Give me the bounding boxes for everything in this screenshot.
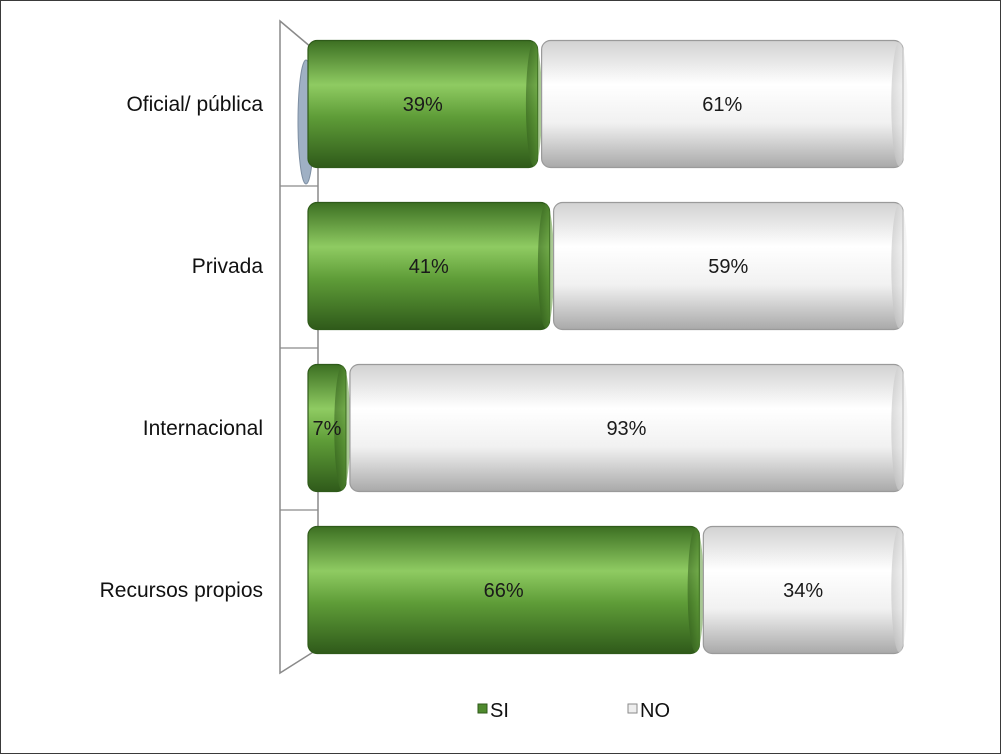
category-label-internacional: Internacional (143, 417, 263, 440)
legend-swatch-no (627, 703, 638, 714)
bar-cap-si-internacional (334, 365, 351, 491)
bar-cap-si-recursos-propios (687, 527, 704, 653)
legend-label-no: NO (640, 700, 670, 722)
bar-si-internacional (307, 363, 351, 493)
bar-cap-si-privada (537, 203, 555, 329)
bar-no-internacional (349, 363, 908, 493)
legend: SI NO (477, 700, 670, 722)
value-label-si-privada: 41% (409, 256, 449, 278)
category-label-privada: Privada (192, 255, 264, 278)
value-label-si-oficial-publica: 39% (403, 94, 443, 116)
bar-cap-no-privada (891, 203, 908, 329)
legend-item-si: SI (477, 700, 509, 722)
value-label-no-privada: 59% (708, 256, 748, 278)
legend-label-si: SI (490, 700, 509, 722)
category-label-recursos-propios: Recursos propios (100, 579, 263, 602)
bar-cap-no-recursos-propios (891, 527, 908, 653)
value-labels: 39% 61% 41% 59% 7% 93% 66% 34% (313, 94, 824, 602)
value-label-si-internacional: 7% (313, 418, 342, 440)
value-label-no-internacional: 93% (606, 418, 646, 440)
bar-no-privada (552, 201, 908, 331)
bar-no-oficial-publica (541, 39, 908, 169)
category-labels: Oficial/ pública Privada Internacional Recu… (100, 93, 264, 602)
bars-layer (307, 39, 908, 655)
value-label-no-recursos-propios: 34% (783, 580, 823, 602)
bar-si-recursos-propios (307, 525, 704, 655)
bar-cap-si-oficial-publica (525, 41, 543, 167)
value-label-no-oficial-publica: 61% (702, 94, 742, 116)
legend-item-no: NO (627, 700, 670, 722)
bar-cap-no-oficial-publica (891, 41, 908, 167)
bar-si-privada (307, 201, 555, 331)
bar-cap-no-internacional (891, 365, 908, 491)
value-label-si-recursos-propios: 66% (484, 580, 524, 602)
category-label-oficial-publica: Oficial/ pública (126, 93, 263, 116)
bar-no-recursos-propios (702, 525, 908, 655)
legend-swatch-si (477, 703, 488, 714)
bar-si-oficial-publica (307, 39, 543, 169)
